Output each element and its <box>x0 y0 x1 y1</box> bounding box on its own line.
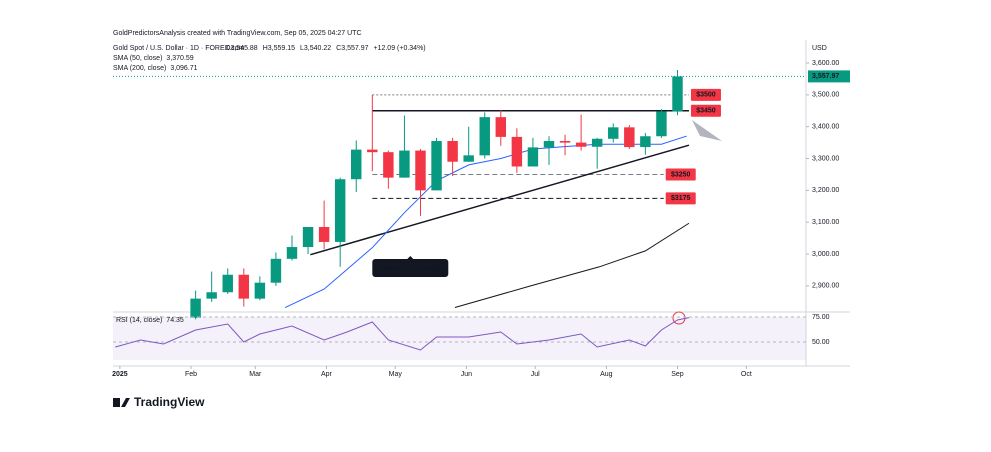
y-tick-label: 2,900.00 <box>812 283 839 290</box>
level-tag <box>665 168 696 181</box>
candle-body <box>367 149 378 153</box>
annotation-box <box>372 259 449 277</box>
candle-body <box>431 141 442 191</box>
source-text: GoldPredictorsAnalysis created with Trad… <box>113 30 362 37</box>
x-tick-label: Apr <box>321 371 333 378</box>
trendline <box>310 144 690 256</box>
candle-body <box>624 127 635 148</box>
x-tick-label: Aug <box>600 371 613 378</box>
candle-body <box>351 149 362 180</box>
candle-body <box>222 274 233 293</box>
level-label: $3450 <box>696 108 716 115</box>
y-tick-label: 3,100.00 <box>812 219 839 226</box>
logo-mark <box>121 398 130 407</box>
candle-body <box>270 258 282 283</box>
ohlc-label: L3,540.22 <box>300 45 331 52</box>
candle-body <box>527 147 539 167</box>
rsi-band <box>113 317 806 360</box>
level-tag <box>690 104 721 117</box>
candle-body <box>656 111 667 137</box>
legend-name: SMA (200, close) <box>113 65 166 72</box>
y-tick-label: 3,200.00 <box>812 187 839 194</box>
candle-body <box>383 152 394 178</box>
ohlc-label: H3,559.15 <box>263 45 295 52</box>
level-label: $3500 <box>696 92 716 99</box>
candle-body <box>575 142 587 147</box>
arrow <box>692 120 722 141</box>
level-label: $3175 <box>671 195 691 202</box>
logo-mark <box>113 398 120 407</box>
x-tick-label: May <box>389 371 403 378</box>
candle-body <box>640 136 651 148</box>
candle-body <box>302 226 314 248</box>
rsi-tick-label: 75.00 <box>812 314 830 321</box>
sma-line <box>454 222 690 309</box>
symbol-title: Gold Spot / U.S. Dollar · 1D · FOREX.com <box>113 45 245 52</box>
legend-name: SMA (50, close) <box>113 55 162 62</box>
rsi-value: 74.35 <box>166 317 184 324</box>
candle-body <box>559 141 571 143</box>
level-tag <box>690 88 721 101</box>
candle-body <box>495 117 507 137</box>
candle-body <box>238 274 250 299</box>
sma-line <box>284 135 687 308</box>
x-tick-label: Oct <box>741 371 752 378</box>
y-tick-label: 3,000.00 <box>812 251 839 258</box>
level-label: $3250 <box>671 171 691 178</box>
ohlc-label: O3,545.88 <box>225 45 258 52</box>
y-tick-label: 3,400.00 <box>812 124 839 131</box>
y-tick-label: 3,300.00 <box>812 155 839 162</box>
candle-body <box>415 150 426 191</box>
logo <box>113 398 130 407</box>
rsi-name: RSI (14, close) <box>116 317 162 324</box>
brand: TradingView <box>134 395 205 409</box>
legend-value: 3,370.59 <box>166 55 193 62</box>
ohlc-label: C3,557.97 <box>336 45 368 52</box>
x-tick-label: 2025 <box>112 371 128 378</box>
candle-body <box>286 247 298 259</box>
rsi-tick-label: 50.00 <box>812 339 830 346</box>
candle-body <box>254 282 266 299</box>
currency: USD <box>812 45 827 52</box>
candle-body <box>672 76 683 112</box>
candle-body <box>608 127 619 139</box>
candle-body <box>318 226 330 242</box>
y-tick-label: 3,600.00 <box>812 60 839 67</box>
x-tick-label: Jul <box>531 371 540 378</box>
legend-value: 3,096.71 <box>170 65 197 72</box>
candle-body <box>463 155 474 162</box>
candle-body <box>543 141 555 148</box>
level-tag <box>665 192 696 205</box>
candle-body <box>479 117 490 156</box>
candle-body <box>399 150 410 178</box>
rsi-line <box>115 317 690 351</box>
candle-body <box>206 292 217 299</box>
x-tick-label: Sep <box>671 371 684 378</box>
candle-body <box>190 298 201 318</box>
candle-body <box>334 179 346 242</box>
candle-body <box>447 141 458 162</box>
ohlc-label: +12.09 (+0.34%) <box>373 45 425 52</box>
last-price-tag <box>808 70 850 83</box>
x-tick-label: Jun <box>461 371 472 378</box>
candle-body <box>591 138 603 147</box>
x-tick-label: Feb <box>185 371 197 378</box>
last-price-label: 3,557.97 <box>812 73 839 80</box>
x-tick-label: Mar <box>249 371 262 378</box>
y-tick-label: 3,500.00 <box>812 92 839 99</box>
annotation-text: Ascending Triangle <box>378 265 443 272</box>
candle-body <box>511 136 523 167</box>
